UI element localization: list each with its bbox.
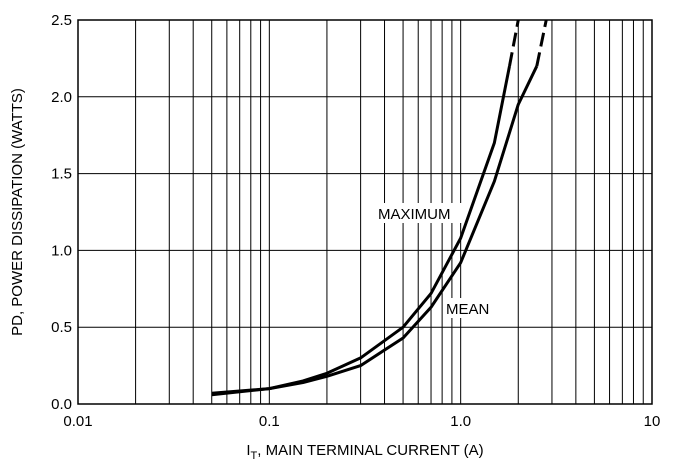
y-tick-label: 2.0: [51, 89, 72, 106]
curve-dashed: [535, 19, 548, 67]
x-tick-label: 10: [644, 413, 661, 430]
y-tick-label: 1.5: [51, 166, 72, 183]
x-axis-label-part: I: [246, 442, 250, 459]
annotation-bg: [444, 298, 498, 318]
x-tick-label: 0.1: [259, 413, 280, 430]
x-axis-label: IT, MAIN TERMINAL CURRENT (A): [246, 442, 483, 462]
annotation-bg: [376, 203, 464, 223]
annotation: MAXIMUM: [378, 206, 451, 223]
y-tick-label: 1.0: [51, 242, 72, 259]
curve: [211, 65, 539, 395]
curve-dashed: [508, 19, 520, 67]
x-axis-label-sub: T: [251, 450, 258, 462]
x-axis-label-part: , MAIN TERMINAL CURRENT (A): [257, 442, 483, 459]
y-tick-label: 2.5: [51, 12, 72, 29]
y-axis-label: PD, POWER DISSIPATION (WATTS): [9, 88, 26, 336]
x-tick-label: 1.0: [450, 413, 471, 430]
plot-frame: [77, 19, 653, 405]
y-tick-label: 0.0: [51, 396, 72, 413]
y-tick-label: 0.5: [51, 319, 72, 336]
annotation: MEAN: [446, 301, 489, 318]
x-tick-label: 0.01: [63, 413, 92, 430]
